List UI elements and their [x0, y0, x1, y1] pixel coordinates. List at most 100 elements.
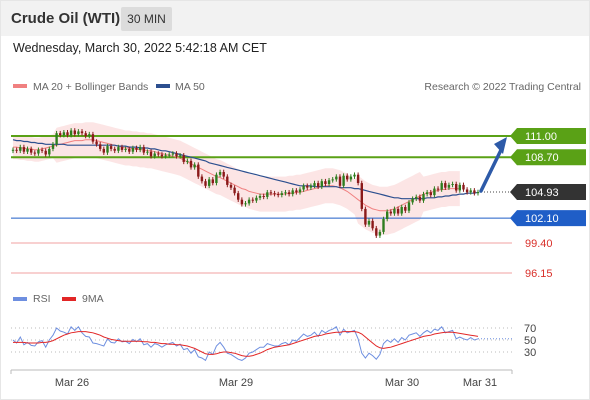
candle-body [233, 187, 236, 194]
candle-body [404, 207, 407, 211]
candle-body [80, 131, 84, 134]
candle-body [208, 179, 211, 186]
candle-body [247, 199, 251, 204]
candle-body [415, 196, 418, 199]
candle-body [255, 197, 258, 201]
candle-body [331, 179, 334, 181]
candle-body [444, 183, 447, 188]
candle-body [418, 196, 422, 201]
candle-body [240, 199, 244, 205]
x-tick-label: Mar 29 [219, 377, 253, 389]
candle-body [375, 228, 378, 236]
candle-body [146, 151, 149, 153]
candle-body [149, 151, 153, 157]
candle-body [317, 183, 320, 187]
x-tick-label: Mar 31 [463, 377, 497, 389]
price-legend: MA 20 + Bollinger Bands MA 50 [13, 81, 205, 93]
candle-body [447, 184, 451, 188]
candle-body [131, 148, 135, 152]
candle-body [218, 172, 222, 175]
candle-body [400, 207, 403, 214]
candle-body [153, 153, 156, 157]
candle-body [117, 147, 120, 151]
level-lines [11, 135, 516, 274]
candle-body [48, 148, 51, 155]
candle-body [306, 185, 309, 188]
rsi-y-tick-label: 50 [524, 335, 536, 347]
candle-body [335, 176, 338, 180]
time-axis: Mar 26 Mar 29 Mar 30 Mar 31 [10, 369, 513, 389]
rsi-legend-swatch [13, 297, 27, 301]
candle-body [37, 149, 40, 154]
candle-body [436, 188, 440, 190]
candle-body [168, 154, 171, 156]
level-label: 111.00 [525, 131, 557, 143]
candle-body [324, 181, 327, 184]
ma20-legend-swatch [13, 84, 27, 88]
candle-body [277, 194, 280, 196]
timeframe-button[interactable]: 30 MIN [121, 7, 172, 31]
rsi-legend-label: RSI [33, 293, 51, 305]
candle-body [349, 176, 353, 180]
candle-body [251, 199, 254, 201]
candle-body [88, 134, 91, 136]
candle-body [371, 220, 374, 229]
candle-body [342, 175, 345, 186]
candle-body [309, 185, 313, 188]
candle-body [66, 132, 69, 136]
arrow-shaft [479, 148, 503, 193]
candle-body [44, 150, 47, 155]
candle-body [171, 153, 174, 155]
level-label: 99.40 [525, 238, 553, 250]
x-tick-label: Mar 30 [385, 377, 419, 389]
ma20-legend-label: MA 20 + Bollinger Bands [33, 81, 148, 93]
candle-body [429, 192, 432, 196]
level-tag [510, 128, 586, 144]
candle-body [189, 160, 193, 168]
credit-text: Research © 2022 Trading Central [424, 81, 581, 93]
rsi-ma-line [13, 331, 479, 357]
candle-body [269, 192, 273, 194]
ma50-legend-label: MA 50 [175, 81, 205, 93]
candle-body [393, 208, 396, 214]
rsi-y-tick-label: 70 [524, 323, 536, 335]
candle-body [142, 147, 145, 153]
candle-body [113, 148, 116, 151]
rsi-y-tick-label: 30 [524, 347, 536, 359]
forecast-arrow [479, 137, 507, 193]
level-label: 96.15 [525, 268, 553, 280]
candle-body [77, 131, 80, 135]
candle-body [356, 174, 360, 183]
candle-body [440, 183, 443, 190]
candle-body [295, 190, 298, 193]
candle-body [280, 193, 283, 195]
candles [11, 128, 480, 238]
candle-body [157, 153, 160, 155]
candle-body [422, 194, 425, 201]
candle-body [338, 176, 342, 186]
rsi-legend: RSI 9MA [13, 293, 104, 305]
candle-body [30, 148, 33, 153]
timestamp: Wednesday, March 30, 2022 5:42:18 AM CET [13, 41, 267, 55]
candle-body [59, 133, 62, 135]
candle-body [99, 144, 102, 149]
candle-body [473, 190, 476, 194]
candle-body [200, 176, 204, 182]
ma20-line [13, 139, 460, 212]
candle-body [287, 192, 291, 195]
arrow-head [494, 137, 507, 154]
candle-body [455, 184, 458, 191]
candle-body [124, 148, 127, 150]
bollinger-band [13, 122, 460, 235]
level-tag [510, 210, 586, 227]
candle-body [91, 134, 95, 142]
candle-body [51, 144, 55, 149]
candle-body [411, 198, 414, 203]
candle-body [222, 172, 225, 177]
candle-body [193, 164, 196, 168]
candle-body [389, 211, 392, 214]
candle-body [182, 155, 185, 162]
candle-body [273, 193, 276, 195]
candle-body [407, 202, 411, 211]
